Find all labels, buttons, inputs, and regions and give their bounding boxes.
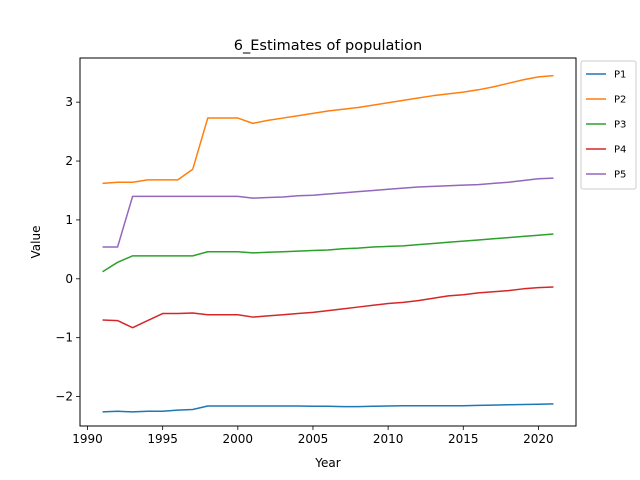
x-axis: 1990 1995 2000 2005 2010 2015 2020 (72, 426, 554, 446)
series-line-P1 (102, 403, 554, 413)
y-tick-label: 1 (65, 213, 73, 227)
y-tick-label: 2 (65, 154, 73, 168)
plot-frame (79, 57, 577, 427)
x-tick-label: 2005 (298, 432, 329, 446)
legend-label: P5 (614, 170, 626, 181)
series-line-P4 (102, 286, 554, 329)
legend: P1 P2 P3 P4 P5 (580, 60, 637, 190)
chart-title: 6_Estimates of population (234, 38, 422, 54)
x-tick-label: 2000 (223, 432, 254, 446)
y-axis: −2 −1 0 1 2 3 (55, 95, 80, 404)
legend-label: P4 (614, 145, 626, 156)
series-line-P3 (102, 233, 554, 273)
series-line-P5 (102, 177, 554, 248)
x-tick-label: 1995 (147, 432, 178, 446)
x-tick-label: 1990 (72, 432, 103, 446)
x-tick-label: 2020 (523, 432, 554, 446)
series-line-P2 (102, 74, 554, 185)
legend-frame (580, 60, 637, 190)
legend-label: P1 (614, 70, 626, 81)
y-tick-label: 0 (65, 272, 73, 286)
series-layer (102, 74, 554, 413)
x-axis-label: Year (314, 456, 340, 470)
x-tick-label: 2015 (448, 432, 479, 446)
y-tick-label: 3 (65, 95, 73, 109)
y-axis-label: Value (29, 226, 43, 259)
y-tick-label: −2 (55, 390, 73, 404)
legend-label: P2 (614, 95, 626, 106)
y-tick-label: −1 (55, 331, 73, 345)
x-tick-label: 2010 (373, 432, 404, 446)
legend-label: P3 (614, 120, 626, 131)
